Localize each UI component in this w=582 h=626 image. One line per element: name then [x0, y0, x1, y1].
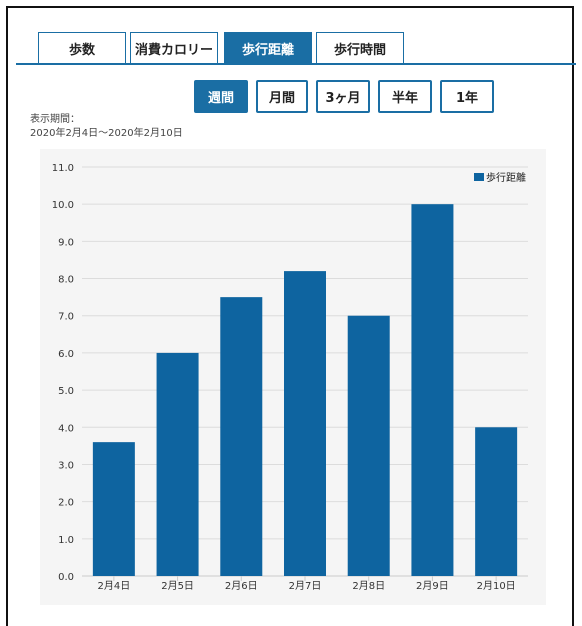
- tab-calories[interactable]: 消費カロリー: [130, 32, 218, 63]
- x-tick-label: 2月9日: [416, 580, 449, 592]
- y-tick-label: 6.0: [58, 349, 74, 360]
- tab-distance[interactable]: 歩行距離: [224, 32, 312, 63]
- legend-label: 歩行距離: [486, 171, 526, 184]
- bar: [411, 204, 454, 576]
- bar: [156, 352, 199, 576]
- y-tick-label: 10.0: [52, 200, 74, 211]
- x-tick-label: 2月8日: [352, 580, 385, 592]
- x-tick-label: 2月4日: [97, 580, 130, 592]
- x-tick-label: 2月7日: [289, 580, 322, 592]
- y-tick-label: 5.0: [58, 386, 74, 397]
- y-tick-label: 9.0: [58, 237, 74, 248]
- period-week-button[interactable]: 週間: [194, 80, 248, 113]
- x-tick-label: 2月6日: [225, 580, 258, 592]
- y-tick-label: 11.0: [52, 163, 74, 174]
- period-month-button[interactable]: 月間: [256, 80, 308, 113]
- tab-steps[interactable]: 歩数: [38, 32, 126, 63]
- bar: [220, 297, 263, 576]
- bar: [92, 442, 135, 576]
- y-tick-label: 1.0: [58, 535, 74, 546]
- display-period-range: 2020年2月4日～2020年2月10日: [30, 128, 183, 139]
- bar: [284, 271, 326, 576]
- period-halfyear-button[interactable]: 半年: [378, 80, 432, 113]
- x-tick-label: 2月5日: [161, 580, 194, 592]
- y-tick-label: 4.0: [58, 423, 74, 434]
- tab-walk-time[interactable]: 歩行時間: [316, 32, 404, 63]
- y-tick-label: 3.0: [58, 460, 74, 471]
- display-period-label: 表示期間：: [30, 114, 80, 125]
- y-tick-label: 0.0: [58, 572, 74, 583]
- period-year-button[interactable]: 1年: [440, 80, 494, 113]
- bar-chart: 0.0 1.0 2.0 3.0 4.0 5.0 6.0 7.0 8.0 9.0 10.0 11.0 2月…: [52, 163, 528, 592]
- y-tick-label: 2.0: [58, 498, 74, 509]
- chart-panel: 0.0 1.0 2.0 3.0 4.0 5.0 6.0 7.0 8.0 9.0 10.0 11.0 2月…: [40, 149, 546, 605]
- y-tick-label: 7.0: [58, 312, 74, 323]
- period-3month-button[interactable]: 3ヶ月: [316, 80, 370, 113]
- legend-swatch: [474, 173, 484, 181]
- bar: [347, 315, 390, 576]
- tab-bar: [16, 32, 576, 65]
- x-tick-label: 2月10日: [477, 580, 516, 592]
- y-tick-label: 8.0: [58, 275, 74, 286]
- bar: [475, 427, 518, 576]
